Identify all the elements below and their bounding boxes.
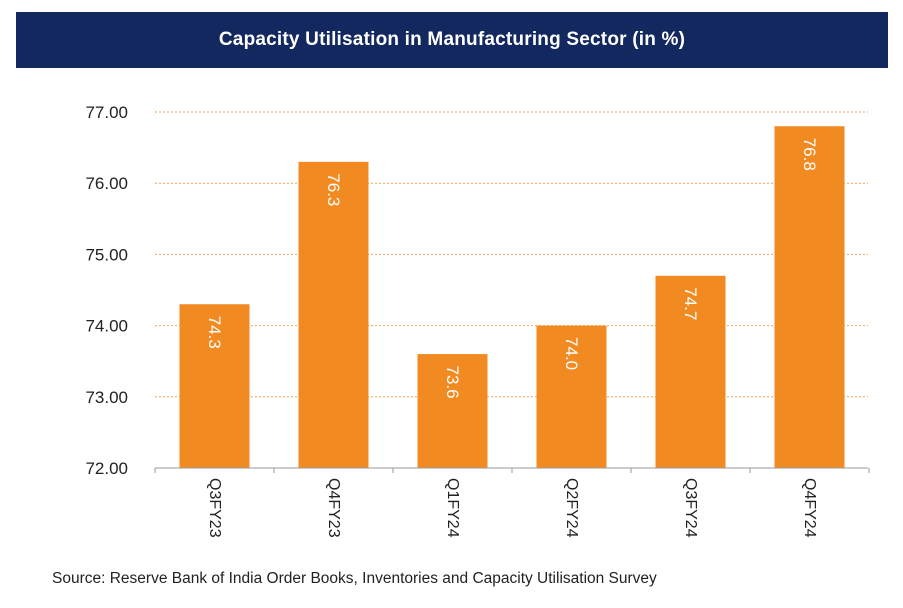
y-tick-label: 77.00 <box>85 103 128 122</box>
x-tick-label: Q4FY23 <box>325 478 342 538</box>
bars <box>179 126 845 469</box>
source-note: Source: Reserve Bank of India Order Book… <box>52 570 657 587</box>
data-label: 76.8 <box>800 138 819 171</box>
y-tick-label: 75.00 <box>85 245 128 264</box>
bar-q3fy24 <box>655 275 726 468</box>
x-tick-label: Q3FY24 <box>682 478 699 538</box>
y-tick-label: 74.00 <box>85 317 128 336</box>
gridlines <box>155 111 868 398</box>
data-label: 74.7 <box>681 287 700 320</box>
bar-q3fy23 <box>179 304 250 468</box>
x-axis-ticks: Q3FY23 Q4FY23 Q1FY24 Q2FY24 Q3FY24 Q4FY24 <box>154 468 870 538</box>
x-tick-label: Q1FY24 <box>444 478 461 538</box>
bar-q2fy24 <box>536 325 607 468</box>
chart-title: Capacity Utilisation in Manufacturing Se… <box>218 29 686 50</box>
data-label: 74.0 <box>562 337 581 370</box>
data-label: 74.3 <box>205 316 224 349</box>
x-tick-label: Q3FY23 <box>206 478 223 538</box>
y-tick-label: 73.00 <box>85 388 128 407</box>
data-label: 73.6 <box>443 366 462 399</box>
data-label: 76.3 <box>324 173 343 206</box>
bar-q4fy24 <box>774 126 845 469</box>
bar-q1fy24 <box>417 354 488 468</box>
data-labels: 74.3 76.3 73.6 74.0 74.7 76.8 <box>205 138 819 399</box>
x-tick-label: Q2FY24 <box>563 478 580 538</box>
bar-q4fy23 <box>298 161 369 468</box>
x-tick-label: Q4FY24 <box>801 478 818 538</box>
y-tick-label: 72.00 <box>85 459 128 478</box>
y-axis-ticks: 72.00 73.00 74.00 75.00 76.00 77.00 <box>85 103 128 478</box>
y-tick-label: 76.00 <box>85 174 128 193</box>
chart-title-banner: Capacity Utilisation in Manufacturing Se… <box>16 12 888 68</box>
